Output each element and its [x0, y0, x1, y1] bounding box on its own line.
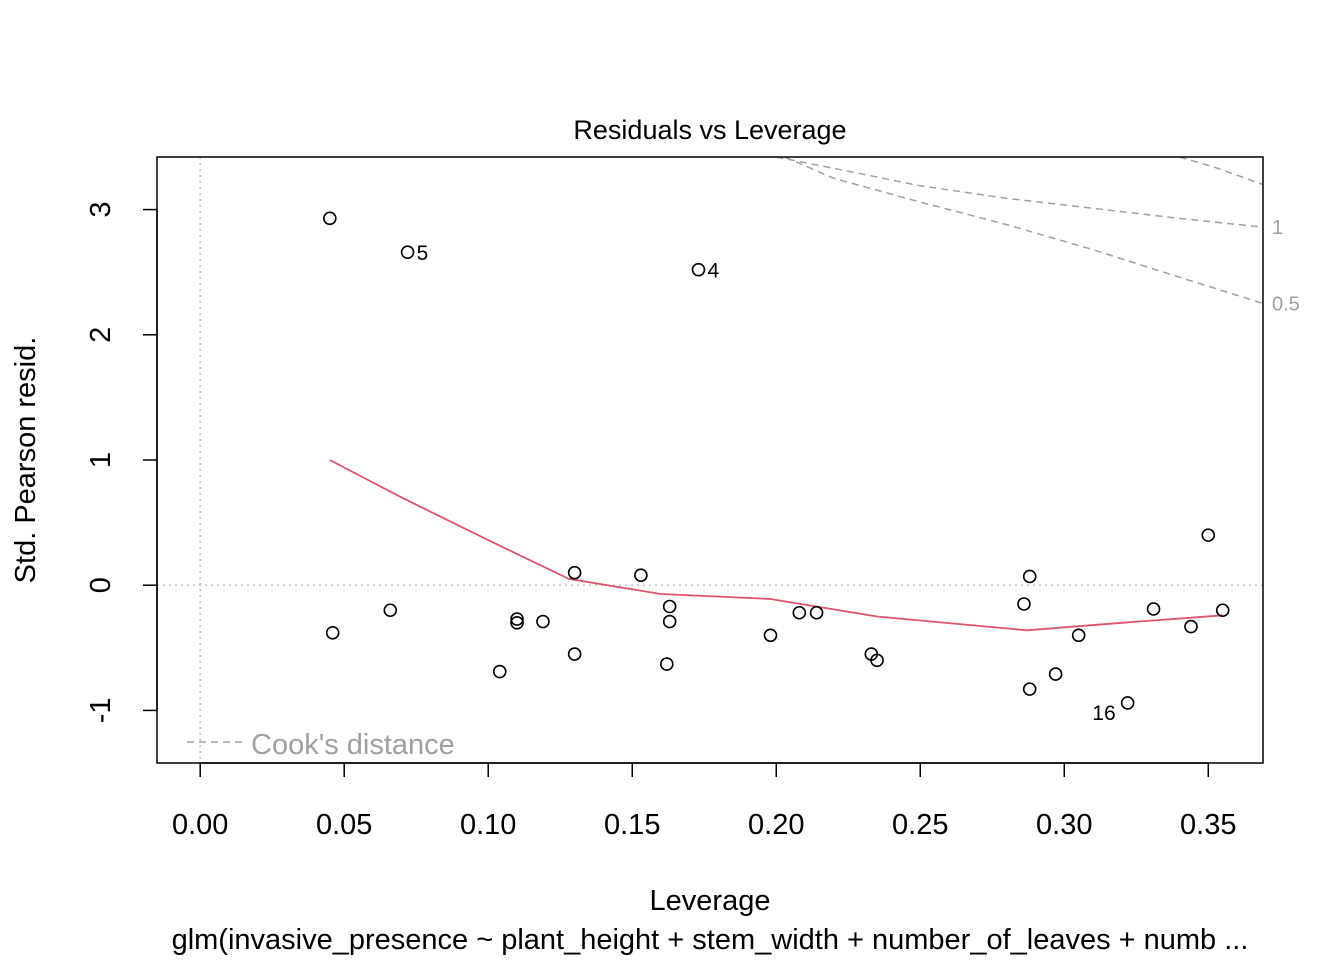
- x-tick-label: 0.05: [316, 809, 372, 841]
- data-point: [792, 605, 807, 620]
- x-tick-label: 0.20: [748, 809, 804, 841]
- data-point: [1022, 569, 1037, 584]
- x-tick-label: 0.30: [1036, 809, 1092, 841]
- y-tick-label: 1: [85, 452, 117, 468]
- chart-title: Residuals vs Leverage: [573, 115, 846, 145]
- data-point: [809, 605, 824, 620]
- data-point: [1022, 682, 1037, 696]
- cooks-contour-label-0.5: 0.5: [1272, 293, 1300, 315]
- point-label: 4: [707, 260, 719, 283]
- data-point: [510, 615, 524, 630]
- x-tick-label: 0.25: [892, 809, 948, 841]
- data-point: [763, 628, 778, 643]
- data-point: [1201, 528, 1216, 542]
- reference-lines: [157, 157, 1263, 763]
- smoother-layer: [329, 459, 1223, 632]
- x-tick-label: 0.10: [460, 809, 516, 841]
- data-point: [325, 625, 340, 640]
- data-point: [1071, 628, 1086, 643]
- point-label: 5: [417, 242, 429, 265]
- data-point: [510, 612, 524, 626]
- data-point: [870, 653, 884, 668]
- data-point: [567, 565, 582, 580]
- y-tick-label: 3: [85, 202, 117, 218]
- x-tick-label: 0.00: [172, 809, 228, 841]
- cooks-contour-1: [776, 156, 1264, 228]
- cooks-contour-1-upper: [1179, 156, 1264, 186]
- data-point: [1184, 619, 1198, 634]
- legend-label: Cook's distance: [251, 729, 455, 761]
- data-point: [662, 599, 677, 614]
- data-point: [492, 664, 507, 679]
- x-axis-title: Leverage: [650, 885, 771, 917]
- data-point: [1215, 603, 1230, 618]
- y-tick-label: -1: [85, 698, 117, 724]
- x-tick-label: 0.35: [1180, 809, 1236, 841]
- data-point: [567, 647, 582, 661]
- data-point: [659, 657, 674, 671]
- x-tick-label: 0.15: [604, 809, 660, 841]
- data-point: [1017, 597, 1031, 611]
- smoother-line: [329, 459, 1223, 632]
- cooks-contour-label-1: 1: [1272, 217, 1283, 239]
- model-formula-subtitle: glm(invasive_presence ~ plant_height + s…: [172, 924, 1249, 956]
- y-axis: -1 0 1 2 3: [85, 202, 158, 724]
- legend: Cook's distance: [187, 729, 455, 761]
- y-axis-title: Std. Pearson resid.: [10, 337, 42, 584]
- point-label: 16: [1092, 702, 1115, 725]
- data-point: [662, 614, 677, 629]
- data-point: [1146, 602, 1161, 616]
- y-tick-label: 0: [85, 577, 117, 593]
- data-point: [383, 603, 398, 618]
- plot-frame: [156, 156, 1264, 764]
- y-tick-label: 2: [85, 327, 117, 343]
- data-point: [400, 245, 415, 259]
- cooks-distance-contours: 10.5: [776, 156, 1300, 315]
- cooks-contour-0.5: [784, 156, 1264, 305]
- x-axis: 0.00 0.05 0.10 0.15 0.20 0.25 0.30 0.35: [172, 762, 1237, 841]
- data-points: 5 4 16: [323, 211, 1230, 725]
- data-point: [691, 262, 706, 277]
- data-point: [634, 568, 648, 582]
- data-point: [536, 614, 550, 629]
- data-point: [1120, 696, 1135, 710]
- data-point: [323, 211, 337, 226]
- data-point: [1048, 667, 1063, 681]
